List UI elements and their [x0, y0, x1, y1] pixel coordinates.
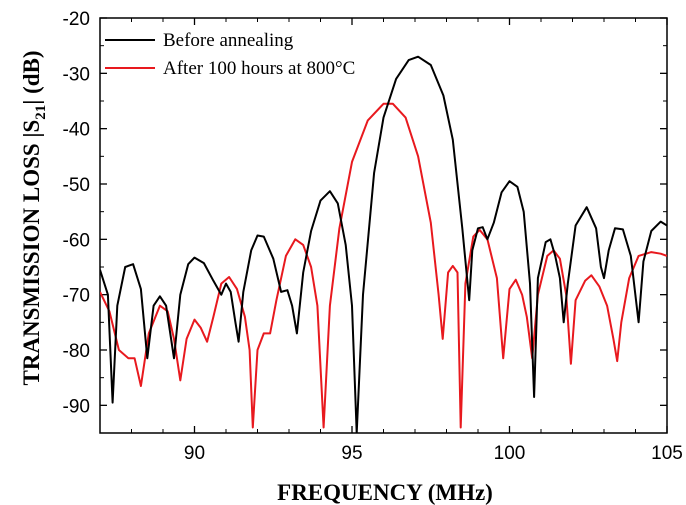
- y-tick-label: -70: [63, 286, 90, 307]
- legend: Before annealing After 100 hours at 800°C: [105, 30, 355, 79]
- y-axis-title-main: TRANSMISSION LOSS |S: [19, 120, 44, 386]
- x-tick-label: 105: [651, 443, 683, 464]
- x-tick-label: 90: [184, 443, 205, 464]
- y-tick-label: -50: [63, 175, 90, 196]
- y-tick-label: -80: [63, 341, 90, 362]
- y-tick-label: -20: [63, 9, 90, 30]
- y-tick-label: -60: [63, 230, 90, 251]
- legend-label: After 100 hours at 800°C: [163, 58, 355, 79]
- series-line-before-annealing: [100, 55, 667, 433]
- axis-ticks: 90 95 100 105 -90 -80 -70 -60 -50 -40 -30 -20: [63, 9, 683, 464]
- x-tick-label: 95: [341, 443, 362, 464]
- y-axis-title: TRANSMISSION LOSS |S21| (dB): [19, 50, 49, 385]
- series-group: [100, 55, 667, 433]
- y-tick-label: -30: [63, 64, 90, 85]
- y-axis-title-subscript: 21: [33, 105, 49, 120]
- plot-area-border: [99, 17, 668, 434]
- legend-label: Before annealing: [163, 30, 294, 51]
- plot-frame: [99, 17, 668, 434]
- x-axis-title: FREQUENCY (MHz): [277, 480, 493, 505]
- y-axis-title-end: | (dB): [19, 50, 44, 104]
- y-tick-label: -90: [63, 396, 90, 417]
- series-line-after-annealing: [100, 102, 667, 429]
- x-tick-label: 100: [494, 443, 526, 464]
- y-tick-label: -40: [63, 120, 90, 141]
